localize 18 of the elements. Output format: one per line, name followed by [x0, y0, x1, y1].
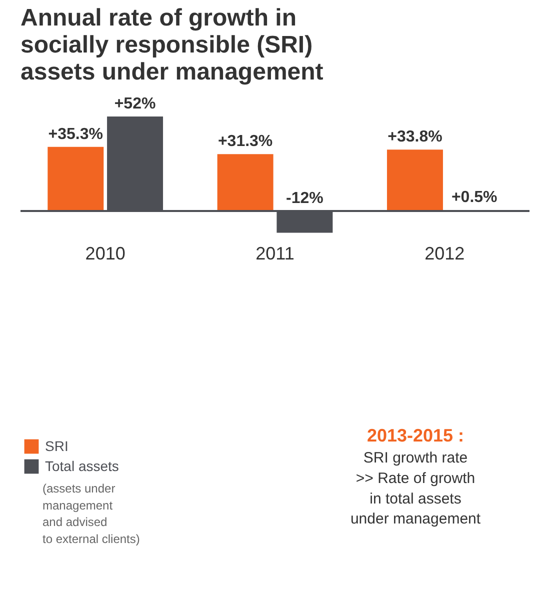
text: SRI growth rate >> Rate of growth in total assets under management — [350, 450, 482, 528]
legend-label: Total assets — [45, 458, 119, 474]
data-label: +52% — [114, 96, 156, 113]
x-tick-label: 2011 — [256, 244, 294, 264]
data-label: +0.5% — [451, 189, 498, 206]
data-label: +31.3% — [218, 133, 273, 150]
bar — [48, 146, 104, 211]
x-tick-label: 2012 — [424, 244, 465, 264]
bar — [217, 154, 274, 211]
chart-title: Annual rate of growth in socially responsible (SRI) assets under management — [20, 4, 324, 86]
text: (assets under management and advised to external clients) — [42, 482, 140, 546]
data-label: +33.8% — [388, 128, 442, 146]
text: 2013-2015 : — [366, 426, 464, 446]
bar — [386, 150, 443, 211]
data-label: -12% — [286, 190, 324, 207]
x-tick-label: 2010 — [85, 244, 126, 264]
data-label: +35.3% — [48, 126, 104, 143]
legend-label: SRI — [45, 438, 68, 454]
